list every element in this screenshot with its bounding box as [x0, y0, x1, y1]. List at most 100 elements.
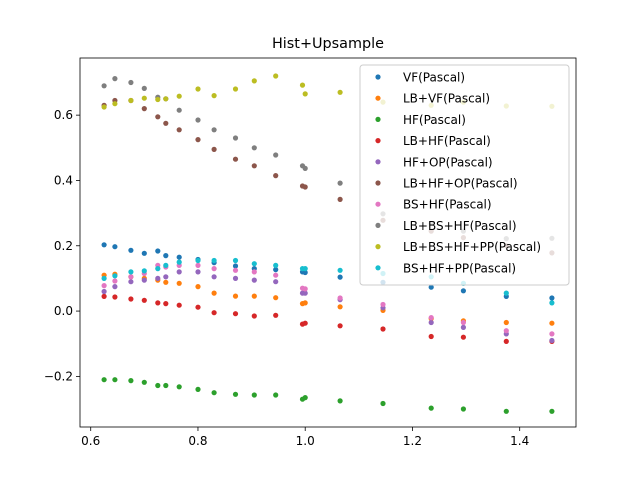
data-point [251, 277, 257, 283]
data-point [503, 408, 509, 414]
data-point [251, 163, 257, 169]
legend-label: LB+BS+HF(Pascal) [403, 219, 517, 233]
series-4 [101, 293, 555, 344]
data-point [428, 315, 434, 321]
data-point [195, 269, 201, 275]
x-axis: 0.6 0.8 1.0 1.2 1.4 [81, 427, 529, 448]
data-point [112, 377, 118, 383]
data-point [141, 85, 147, 91]
data-point [232, 263, 239, 269]
data-point [176, 384, 182, 390]
data-point [232, 86, 239, 92]
data-point [337, 274, 343, 280]
legend-marker [375, 180, 381, 186]
data-point [101, 283, 107, 289]
data-point [101, 242, 107, 248]
data-point [232, 156, 239, 162]
data-point [380, 326, 386, 332]
data-point [251, 313, 257, 319]
data-point [251, 269, 257, 275]
data-point [155, 248, 161, 254]
data-point [503, 328, 509, 334]
data-point [155, 300, 161, 306]
legend-label: HF+OP(Pascal) [403, 155, 493, 169]
data-point [302, 184, 308, 190]
legend-label: LB+BS+HF+PP(Pascal) [403, 240, 541, 254]
data-point [155, 266, 161, 272]
data-point [176, 127, 182, 133]
data-point [112, 278, 118, 284]
data-point [251, 145, 257, 151]
data-point [302, 165, 308, 171]
legend-label: BS+HF(Pascal) [403, 198, 492, 212]
data-point [428, 405, 434, 411]
data-point [302, 300, 308, 306]
data-point [163, 120, 169, 126]
data-point [155, 114, 161, 120]
series-3 [101, 377, 555, 414]
data-point [503, 338, 509, 344]
legend-marker [375, 244, 381, 250]
data-point [251, 392, 257, 398]
data-point [302, 269, 308, 276]
data-point [302, 266, 308, 272]
data-point [176, 93, 182, 99]
data-point [101, 293, 107, 299]
data-point [163, 262, 169, 268]
legend-marker [375, 116, 381, 122]
data-point [273, 262, 279, 268]
data-point [549, 337, 555, 344]
data-point [211, 127, 217, 133]
data-point [549, 408, 555, 414]
data-point [163, 96, 169, 102]
legend-marker [375, 138, 381, 144]
legend-label: VF(Pascal) [403, 71, 465, 85]
data-point [503, 290, 509, 296]
data-point [460, 406, 466, 412]
data-point [163, 382, 169, 389]
data-point [337, 267, 343, 273]
data-point [460, 324, 466, 330]
data-point [128, 79, 134, 86]
axes-frame [79, 57, 577, 428]
data-point [141, 268, 147, 274]
data-point [163, 279, 169, 285]
data-point [232, 391, 239, 397]
data-points [101, 73, 555, 414]
data-point [273, 73, 279, 79]
data-point [141, 250, 147, 256]
x-tick-label: 1.2 [403, 434, 422, 448]
data-point [337, 398, 343, 404]
data-point [273, 312, 279, 318]
data-point [141, 379, 147, 385]
data-point [273, 295, 279, 301]
legend: VF(Pascal) LB+VF(Pascal) HF(Pascal) LB+HF(P… [359, 64, 570, 286]
y-axis: −0.2 0.0 0.2 0.4 0.6 [44, 108, 80, 383]
data-point [176, 107, 182, 113]
data-point [128, 274, 134, 280]
data-point [155, 275, 161, 281]
data-point [163, 301, 169, 307]
data-point [128, 97, 134, 104]
data-point [232, 267, 239, 273]
data-point [141, 297, 147, 303]
legend-label: LB+HF+OP(Pascal) [403, 177, 518, 191]
data-point [549, 320, 555, 326]
data-point [163, 274, 169, 280]
data-point [101, 83, 107, 89]
data-point [112, 244, 118, 250]
data-point [299, 82, 306, 88]
x-tick-label: 0.8 [188, 434, 207, 448]
data-point [251, 78, 257, 84]
data-point [112, 273, 118, 279]
data-point [337, 323, 343, 329]
data-point [176, 259, 182, 265]
data-point [232, 293, 239, 299]
data-point [302, 320, 308, 326]
data-point [112, 294, 118, 300]
data-point [155, 96, 161, 103]
series-5 [101, 269, 555, 344]
data-point [273, 173, 279, 179]
data-point [155, 382, 161, 389]
